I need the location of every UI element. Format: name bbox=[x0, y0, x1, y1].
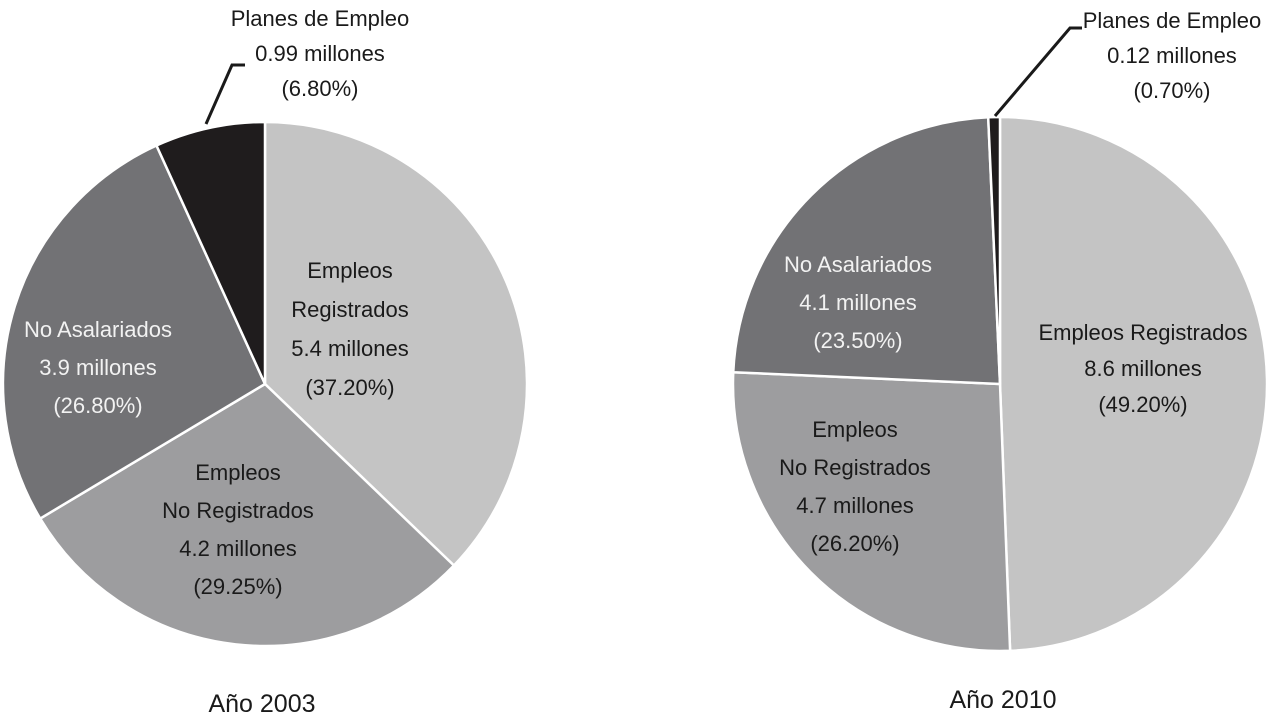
slice-label-line: Planes de Empleo bbox=[1083, 8, 1262, 33]
slice-label-line: Planes de Empleo bbox=[231, 6, 410, 31]
slice-label-empleos-no-registrados: Empleos No Registrados 4.2 millones (29.25%… bbox=[162, 460, 314, 599]
slice-label-line: (37.20%) bbox=[305, 375, 394, 400]
pie-caption: Año 2010 bbox=[949, 686, 1056, 714]
pie-slice-planes-de-empleo bbox=[155, 120, 267, 386]
slice-label-line: 0.99 millones bbox=[255, 41, 385, 66]
slice-label-line: No Registrados bbox=[162, 498, 314, 523]
slice-label-line: 5.4 millones bbox=[291, 336, 408, 361]
leader-line-planes-de-empleo bbox=[204, 63, 245, 125]
slice-label-line: Empleos Registrados bbox=[1038, 320, 1247, 345]
slice-label-line: 3.9 millones bbox=[39, 355, 156, 380]
slice-label-line: (6.80%) bbox=[281, 76, 358, 101]
pie-slice-no-asalariados bbox=[732, 116, 1002, 386]
slice-label-line: 4.7 millones bbox=[796, 493, 913, 518]
slice-label-empleos-registrados: Empleos Registrados 5.4 millones (37.20%) bbox=[291, 258, 408, 400]
slice-label-line: Empleos bbox=[195, 460, 281, 485]
leader-line-planes-de-empleo bbox=[993, 26, 1082, 117]
pie-chart-2010: Empleos Registrados 8.6 millones (49.20%)E… bbox=[731, 8, 1269, 714]
slice-label-line: No Registrados bbox=[779, 455, 931, 480]
slice-label-line: 4.2 millones bbox=[179, 536, 296, 561]
slice-label-line: (49.20%) bbox=[1098, 392, 1187, 417]
slice-label-line: 0.12 millones bbox=[1107, 43, 1237, 68]
pie-caption: Año 2003 bbox=[208, 690, 315, 718]
slice-label-line: Registrados bbox=[291, 297, 408, 322]
slice-label-line: (26.80%) bbox=[53, 393, 142, 418]
slice-label-line: Empleos bbox=[812, 417, 898, 442]
slice-label-line: No Asalariados bbox=[24, 317, 172, 342]
slice-label-line: (0.70%) bbox=[1133, 78, 1210, 103]
pie-slice-planes-de-empleo bbox=[986, 115, 1002, 386]
pie-chart-2003: Empleos Registrados 5.4 millones (37.20%)Em… bbox=[1, 6, 529, 718]
slice-label-line: (23.50%) bbox=[813, 328, 902, 353]
pie-slice-empleos-no-registrados bbox=[731, 370, 1012, 653]
pie-slice-empleos-registrados bbox=[998, 115, 1269, 653]
slice-label-planes-de-empleo: Planes de Empleo 0.12 millones (0.70%) bbox=[1083, 8, 1262, 103]
slice-label-empleos-no-registrados: Empleos No Registrados 4.7 millones (26.20%… bbox=[779, 417, 931, 556]
slice-label-line: 4.1 millones bbox=[799, 290, 916, 315]
slice-label-no-asalariados: No Asalariados 4.1 millones (23.50%) bbox=[784, 252, 932, 353]
slice-label-line: (26.20%) bbox=[810, 531, 899, 556]
slice-label-line: (29.25%) bbox=[193, 574, 282, 599]
slice-label-line: 8.6 millones bbox=[1084, 356, 1201, 381]
slice-label-planes-de-empleo: Planes de Empleo 0.99 millones (6.80%) bbox=[231, 6, 410, 101]
pie-slice-empleos-no-registrados bbox=[38, 382, 456, 648]
slice-label-line: No Asalariados bbox=[784, 252, 932, 277]
pie-slice-no-asalariados bbox=[1, 144, 267, 520]
slice-label-line: Empleos bbox=[307, 258, 393, 283]
slice-label-no-asalariados: No Asalariados 3.9 millones (26.80%) bbox=[24, 317, 172, 418]
pie-slice-empleos-registrados bbox=[263, 120, 529, 567]
slice-label-empleos-registrados: Empleos Registrados 8.6 millones (49.20%) bbox=[1038, 320, 1247, 417]
